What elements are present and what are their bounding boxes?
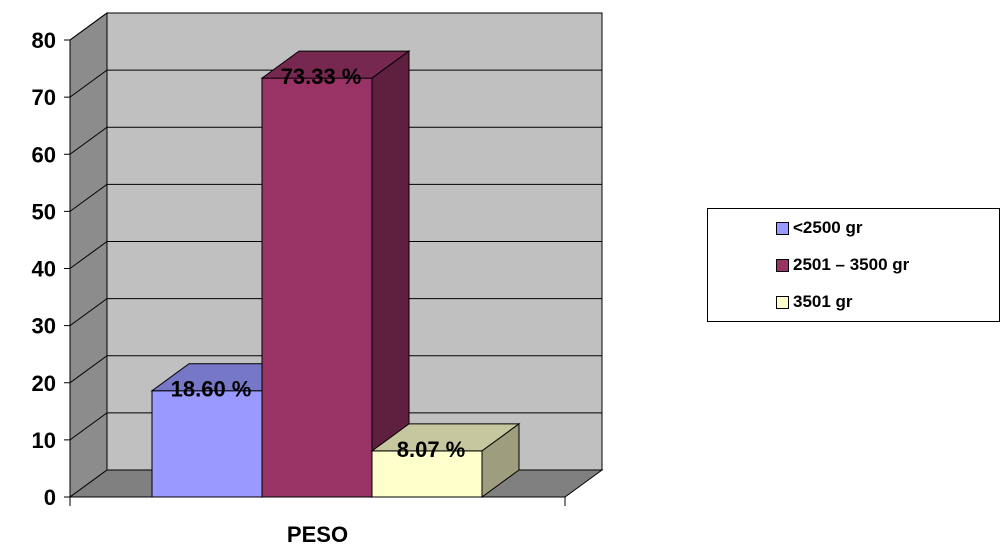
chart-bars [150,50,521,498]
legend-item-2: 2501 – 3500 gr [776,254,909,276]
gridline [69,298,602,327]
legend-item-1: <2500 gr [776,217,862,239]
legend-label-1: <2500 gr [793,218,863,237]
y-tick-label: 80 [32,28,56,53]
chart-legend: <2500 gr 2501 – 3500 gr 3501 gr [707,208,1000,322]
gridline [69,183,602,212]
bar-side-face [481,422,520,498]
legend-swatch-1 [776,221,789,235]
y-tick-label: 20 [32,371,56,396]
gridline [69,69,602,98]
x-category-label: PESO [287,522,348,547]
chart-gridlines [69,12,602,441]
legend-label-3: 3501 gr [793,292,853,311]
data-label: 18.60 % [171,377,252,402]
bar-front-face [371,450,483,498]
chart-axis: 0 10 20 30 40 50 60 70 80 [32,28,566,510]
y-tick-label: 50 [32,199,56,224]
gridline [69,241,602,269]
bar-3 [370,422,521,498]
legend-item-3: 3501 gr [776,291,853,313]
gridline [69,12,602,41]
bar-front-face [261,77,373,498]
bar-front-face [151,390,263,498]
y-tick-label: 70 [32,85,56,110]
y-tick-label: 30 [32,314,56,339]
y-tick-label: 60 [32,142,56,167]
y-tick-label: 40 [32,257,56,282]
y-tick-label: 0 [44,485,56,510]
gridline [69,412,602,441]
data-label: 8.07 % [397,437,466,462]
data-label: 73.33 % [281,64,362,89]
legend-swatch-2 [776,258,789,272]
gridline [69,126,602,155]
gridline [69,355,602,384]
legend-swatch-3 [776,295,789,309]
legend-label-2: 2501 – 3500 gr [793,255,910,274]
y-tick-label: 10 [32,428,56,453]
bar-2 [260,50,411,498]
chart-labels: 18.60 % 73.33 % 8.07 % PESO [171,64,466,547]
